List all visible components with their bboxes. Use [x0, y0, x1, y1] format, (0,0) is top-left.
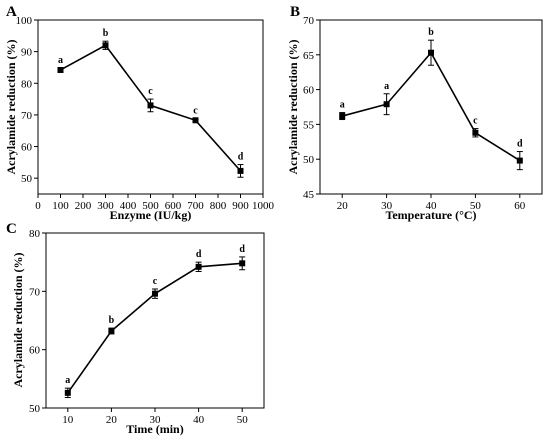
x-tick-label: 60 [514, 200, 526, 212]
significance-label: a [58, 55, 63, 66]
y-tick-label: 50 [29, 403, 41, 415]
x-tick-label: 1000 [252, 200, 275, 212]
data-point [152, 290, 158, 297]
data-point [57, 66, 64, 73]
panel-letter: C [6, 221, 17, 237]
data-point [516, 157, 523, 164]
plot-frame [45, 232, 265, 409]
x-tick-label: 40 [193, 414, 205, 426]
y-tick-label: 90 [21, 47, 33, 59]
y-tick-label: 80 [29, 228, 41, 240]
data-point [237, 167, 244, 174]
x-tick-label: 0 [35, 200, 41, 212]
y-tick-label: 50 [303, 154, 315, 166]
data-point [64, 389, 71, 396]
significance-label: c [193, 105, 198, 116]
x-tick-label: 500 [142, 200, 159, 212]
panel-letter: A [6, 4, 17, 20]
data-point [102, 42, 109, 49]
x-tick-label: 800 [210, 200, 227, 212]
y-tick-label: 60 [303, 85, 315, 97]
data-point [383, 101, 390, 108]
data-point [472, 129, 479, 136]
y-axis-label: Acrylamide reduction (%) [11, 252, 25, 387]
y-tick-label: 70 [303, 15, 315, 27]
y-tick-label: 55 [303, 119, 315, 131]
significance-label: b [109, 315, 115, 326]
x-axis-label: Time (min) [126, 422, 183, 436]
x-tick-label: 10 [62, 414, 74, 426]
data-point [239, 260, 246, 267]
x-tick-label: 600 [165, 200, 182, 212]
x-tick-label: 900 [232, 200, 249, 212]
x-tick-label: 400 [120, 200, 137, 212]
y-tick-label: 70 [29, 286, 41, 298]
significance-label: c [148, 86, 153, 97]
x-tick-label: 200 [75, 200, 92, 212]
x-tick-label: 50 [237, 414, 249, 426]
significance-label: b [428, 27, 434, 38]
data-point [428, 49, 434, 56]
significance-label: c [153, 276, 158, 287]
significance-label: c [473, 116, 478, 127]
y-tick-label: 70 [21, 110, 33, 122]
x-tick-label: 50 [470, 200, 482, 212]
y-tick-label: 60 [29, 345, 41, 357]
panel-b: B 20 30 40 50 60 45 50 55 60 65 70 Temperature (°C) A… [286, 4, 543, 222]
y-tick-label: 100 [16, 15, 33, 27]
x-axis-label: Temperature (°C) [385, 208, 476, 222]
significance-label: d [239, 244, 245, 255]
x-tick-label: 700 [187, 200, 204, 212]
x-tick-label: 20 [106, 414, 118, 426]
panel-letter: B [290, 4, 300, 20]
y-tick-label: 80 [21, 78, 33, 90]
x-tick-label: 40 [426, 200, 438, 212]
significance-label: b [103, 28, 109, 39]
y-tick-label: 65 [303, 50, 315, 62]
x-axis-label: Enzyme (IU/kg) [110, 208, 192, 222]
data-point [108, 328, 115, 334]
significance-label: a [65, 375, 70, 386]
x-tick-label: 100 [52, 200, 69, 212]
y-tick-label: 50 [21, 173, 33, 185]
y-axis-label: Acrylamide reduction (%) [4, 39, 18, 174]
y-tick-label: 45 [303, 189, 315, 201]
panel-c: C 10 20 30 40 50 50 60 70 80 Time (min) Acrylamide … [6, 221, 265, 436]
x-tick-label: 30 [150, 414, 162, 426]
data-point [192, 117, 199, 124]
y-axis-label: Acrylamide reduction (%) [286, 39, 300, 174]
significance-label: a [340, 100, 345, 111]
significance-label: d [196, 249, 202, 260]
x-tick-label: 20 [337, 200, 349, 212]
data-point [339, 113, 346, 120]
significance-label: d [517, 139, 523, 150]
significance-label: d [238, 152, 244, 163]
data-point [147, 102, 154, 109]
x-tick-label: 300 [97, 200, 114, 212]
x-tick-label: 30 [381, 200, 393, 212]
panel-a: A 0 100 200 300 400 500 600 700 800 900 1000 50 60 70 8… [4, 4, 275, 222]
data-point [195, 263, 202, 270]
y-tick-label: 60 [21, 142, 33, 154]
significance-label: a [384, 81, 389, 92]
series-line [341, 51, 521, 162]
